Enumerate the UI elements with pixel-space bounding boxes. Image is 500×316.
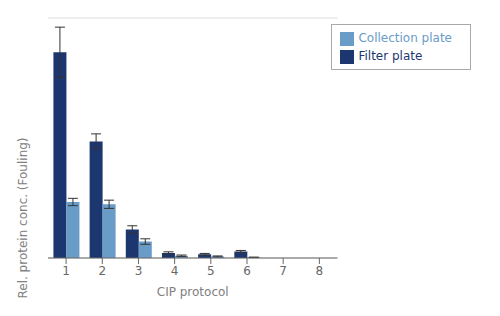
svg-text:3: 3 [135,264,143,278]
svg-text:Rel. protein conc. (Fouling): Rel. protein conc. (Fouling) [16,137,30,298]
svg-text:7: 7 [279,264,287,278]
svg-text:6: 6 [243,264,251,278]
svg-text:1: 1 [62,264,70,278]
svg-text:4: 4 [171,264,179,278]
svg-text:CIP protocol: CIP protocol [157,285,229,299]
svg-text:8: 8 [316,264,324,278]
html-text:Collection plate: Collection plate [358,31,452,45]
svg-text:2: 2 [98,264,106,278]
svg-text:5: 5 [207,264,215,278]
html-text:Filter plate: Filter plate [358,49,423,63]
